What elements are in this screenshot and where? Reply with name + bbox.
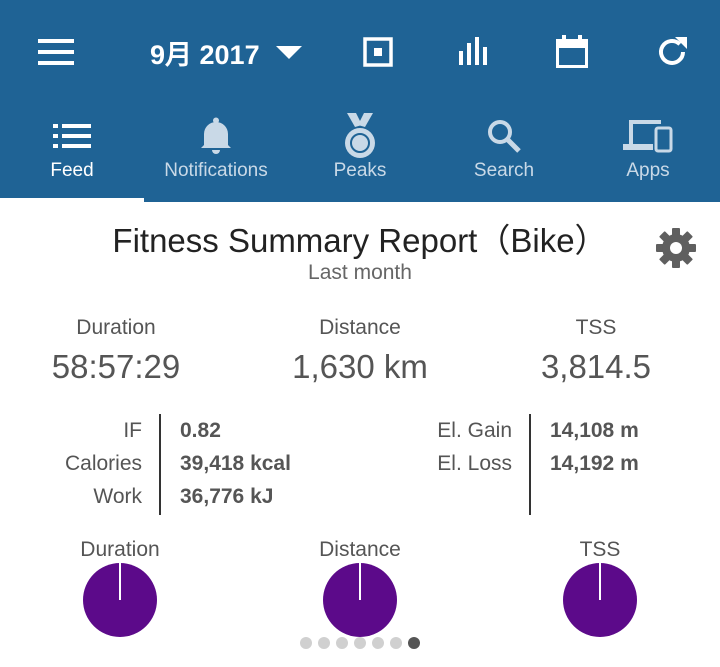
- stat-distance: Distance 1,630 km: [260, 316, 460, 386]
- fitness-summary-card: Fitness Summary Report（Bike） Last month …: [0, 202, 720, 667]
- detail-label: Work: [93, 485, 142, 508]
- distance-pie-chart: [323, 563, 397, 637]
- stat-value: 58:57:29: [51, 348, 181, 385]
- month-label: 9月 2017: [150, 39, 260, 70]
- tss-pie-chart: [563, 563, 637, 637]
- refresh-button[interactable]: [644, 24, 700, 80]
- divider: [159, 414, 161, 515]
- divider: [529, 414, 531, 515]
- detail-label: Calories: [64, 452, 142, 475]
- tab-label: Search: [473, 160, 535, 181]
- page-dot[interactable]: [372, 637, 384, 649]
- detail-value: 14,108 m: [550, 419, 639, 442]
- pie-marker: [359, 563, 361, 600]
- stat-label: Duration: [76, 316, 156, 339]
- stat-tss: TSS 3,814.5: [496, 316, 696, 386]
- active-tab-indicator: [0, 198, 144, 202]
- devices-icon: [623, 120, 673, 153]
- pie-marker: [599, 563, 601, 600]
- detail-label: El. Gain: [437, 419, 512, 442]
- page-dot[interactable]: [336, 637, 348, 649]
- mini-chart-label: TSS: [579, 538, 621, 561]
- stat-value: 1,630 km: [292, 348, 428, 385]
- page-dot[interactable]: [300, 637, 312, 649]
- page-indicator: [0, 637, 720, 649]
- stat-duration: Duration 58:57:29: [16, 316, 216, 386]
- detail-label: El. Loss: [437, 452, 512, 475]
- tab-peaks[interactable]: Peaks: [288, 104, 432, 202]
- duration-pie-chart: [83, 563, 157, 637]
- tab-apps[interactable]: Apps: [576, 104, 720, 202]
- mini-chart-duration: Duration: [40, 538, 200, 562]
- mini-chart-tss: TSS: [520, 538, 680, 562]
- page-dot[interactable]: [390, 637, 402, 649]
- stat-label: Distance: [319, 316, 401, 339]
- report-title: Fitness Summary Report（Bike）: [112, 222, 608, 259]
- toolbar: 9月 2017: [0, 0, 720, 104]
- dropdown-caret-icon: [275, 45, 302, 59]
- month-selector[interactable]: 9月 2017: [150, 30, 302, 74]
- tab-label: Apps: [626, 160, 670, 181]
- pie-marker: [119, 563, 121, 600]
- tab-feed[interactable]: Feed: [0, 104, 144, 202]
- feed-list-icon: [53, 124, 91, 148]
- report-period: Last month: [308, 261, 412, 284]
- menu-button[interactable]: [28, 24, 84, 80]
- detail-value: 0.82: [180, 419, 221, 442]
- mini-chart-label: Distance: [319, 538, 401, 561]
- stat-label: TSS: [575, 316, 617, 339]
- target-button[interactable]: [350, 24, 406, 80]
- gear-icon[interactable]: [654, 226, 698, 270]
- tab-label: Notifications: [164, 160, 268, 181]
- detail-value: 14,192 m: [550, 452, 639, 475]
- mini-chart-label: Duration: [80, 538, 160, 561]
- page-dot-active[interactable]: [408, 637, 420, 649]
- app-bar: 9月 2017: [0, 0, 720, 202]
- bell-icon: [201, 117, 231, 154]
- tab-notifications[interactable]: Notifications: [144, 104, 288, 202]
- tab-search[interactable]: Search: [432, 104, 576, 202]
- detail-value: 39,418 kcal: [180, 452, 291, 475]
- tab-label: Peaks: [333, 160, 387, 181]
- page-dot[interactable]: [354, 637, 366, 649]
- detail-label: IF: [123, 419, 142, 442]
- target-square-icon: [363, 37, 393, 67]
- medal-icon: [345, 113, 375, 158]
- stat-value: 3,814.5: [540, 348, 652, 385]
- calendar-button[interactable]: [544, 24, 600, 80]
- search-icon: [488, 120, 521, 153]
- calendar-icon: [556, 35, 588, 68]
- stats-button[interactable]: [446, 24, 502, 80]
- tab-bar: Feed Notifications: [0, 104, 720, 202]
- page-dot[interactable]: [318, 637, 330, 649]
- bar-chart-icon: [459, 37, 487, 65]
- menu-icon: [38, 39, 74, 65]
- detail-value: 36,776 kJ: [180, 485, 274, 508]
- mini-chart-distance: Distance: [280, 538, 440, 562]
- refresh-icon: [659, 37, 687, 65]
- tab-label: Feed: [50, 160, 94, 181]
